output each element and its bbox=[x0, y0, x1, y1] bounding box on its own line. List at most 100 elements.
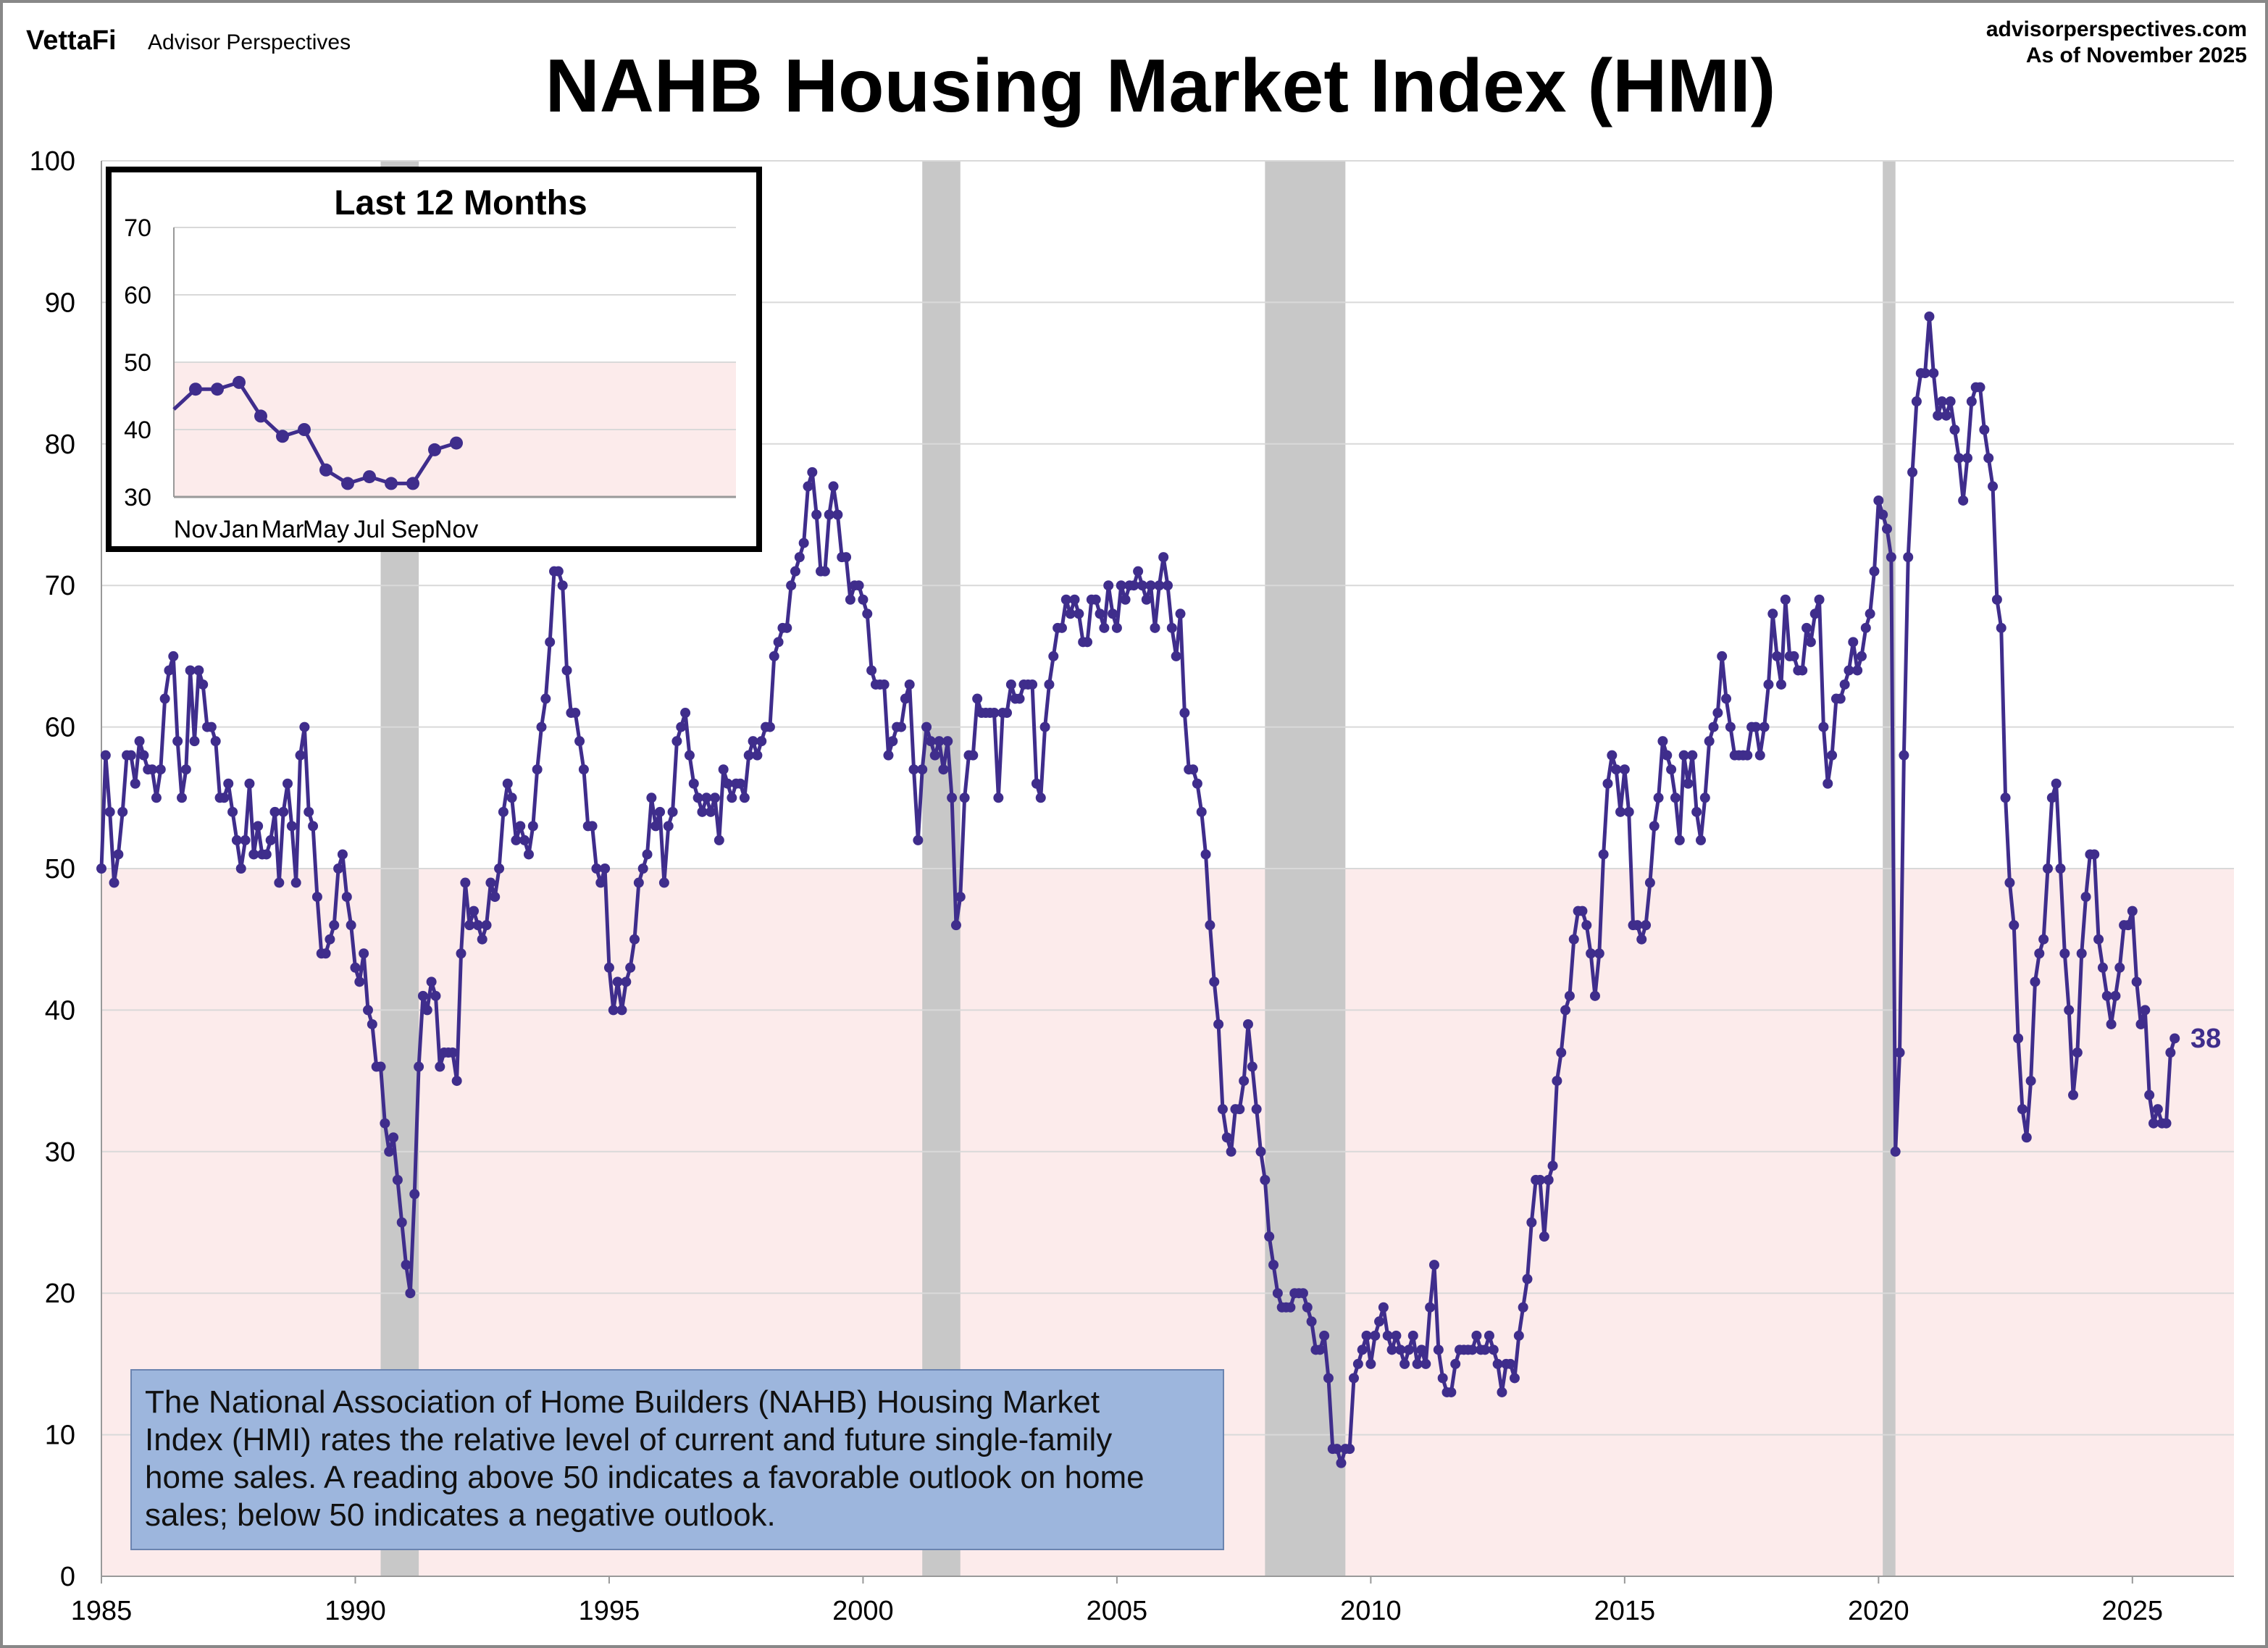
inset-x-tick-label: Jan bbox=[219, 516, 259, 543]
hmi-data-point bbox=[2038, 934, 2049, 945]
hmi-data-point bbox=[862, 608, 873, 619]
hmi-data-point bbox=[210, 736, 221, 747]
hmi-data-point bbox=[841, 552, 852, 563]
hmi-data-point bbox=[1742, 750, 1753, 761]
y-tick-label: 80 bbox=[45, 430, 75, 460]
hmi-data-point bbox=[409, 1189, 420, 1200]
hmi-data-point bbox=[1878, 509, 1888, 520]
hmi-data-point bbox=[1044, 679, 1055, 690]
hmi-data-point bbox=[968, 750, 979, 761]
hmi-data-point bbox=[511, 835, 522, 845]
hmi-data-point bbox=[375, 1061, 386, 1072]
hmi-data-point bbox=[2161, 1118, 2172, 1129]
y-tick-label: 40 bbox=[45, 995, 75, 1026]
hmi-data-point bbox=[2110, 990, 2121, 1001]
hmi-data-point bbox=[350, 962, 361, 973]
hmi-data-point bbox=[1120, 594, 1131, 605]
hmi-data-point bbox=[629, 934, 640, 945]
description-note: The National Association of Home Builder… bbox=[130, 1369, 1224, 1550]
hmi-data-point bbox=[748, 736, 758, 747]
hmi-data-point bbox=[1547, 1160, 1558, 1171]
hmi-data-point bbox=[658, 877, 669, 888]
inset-y-tick-label: 40 bbox=[124, 417, 151, 444]
hmi-data-point bbox=[1319, 1330, 1330, 1341]
hmi-data-point bbox=[1522, 1273, 1533, 1284]
y-tick-label: 10 bbox=[45, 1421, 75, 1451]
hmi-data-point bbox=[1145, 580, 1156, 591]
hmi-data-point bbox=[1200, 849, 1211, 860]
hmi-data-point bbox=[1264, 1231, 1275, 1242]
hmi-data-point bbox=[1657, 736, 1668, 747]
x-tick-label: 1995 bbox=[579, 1596, 640, 1626]
hmi-data-point bbox=[955, 892, 966, 903]
hmi-data-point bbox=[709, 792, 720, 803]
hmi-data-point bbox=[1581, 920, 1592, 931]
hmi-data-point bbox=[1615, 806, 1626, 817]
inset-data-point bbox=[341, 477, 354, 490]
hmi-data-point bbox=[1302, 1302, 1313, 1313]
x-tick-label: 2000 bbox=[832, 1596, 894, 1626]
hmi-data-point bbox=[1166, 622, 1177, 633]
hmi-data-point bbox=[1873, 495, 1884, 506]
hmi-data-point bbox=[1518, 1302, 1528, 1313]
hmi-data-point bbox=[1065, 608, 1076, 619]
hmi-data-point bbox=[414, 1061, 424, 1072]
note-line: The National Association of Home Builder… bbox=[145, 1384, 1100, 1420]
hmi-data-point bbox=[1589, 990, 1600, 1001]
hmi-data-point bbox=[1797, 665, 1808, 676]
hmi-data-point bbox=[773, 637, 784, 648]
hmi-data-point bbox=[2004, 877, 2015, 888]
x-tick-label: 2005 bbox=[1087, 1596, 1148, 1626]
hmi-data-point bbox=[1251, 1104, 1262, 1115]
hmi-data-point bbox=[1129, 580, 1139, 591]
hmi-data-point bbox=[227, 806, 238, 817]
hmi-data-point bbox=[853, 580, 864, 591]
hmi-data-point bbox=[536, 721, 547, 732]
hmi-data-point bbox=[1260, 1174, 1271, 1185]
y-tick-label: 50 bbox=[45, 854, 75, 884]
hmi-data-point bbox=[396, 1217, 407, 1228]
hmi-data-point bbox=[1412, 1358, 1423, 1369]
hmi-data-point bbox=[697, 806, 708, 817]
hmi-data-point bbox=[1039, 721, 1050, 732]
brand-name: Advisor Perspectives bbox=[148, 30, 351, 54]
y-tick-label: 70 bbox=[45, 571, 75, 601]
hmi-data-point bbox=[887, 736, 898, 747]
hmi-data-point bbox=[1370, 1330, 1381, 1341]
hmi-data-point bbox=[2021, 1132, 2032, 1143]
hmi-data-point bbox=[866, 665, 877, 676]
inset-x-tick-label: Nov bbox=[174, 516, 217, 543]
hmi-data-point bbox=[1632, 920, 1643, 931]
hmi-data-point bbox=[1552, 1076, 1562, 1087]
hmi-data-point bbox=[1568, 934, 1579, 945]
hmi-data-point bbox=[1484, 1330, 1494, 1341]
x-tick-label: 2010 bbox=[1340, 1596, 1402, 1626]
hmi-data-point bbox=[845, 594, 855, 605]
hmi-data-point bbox=[1814, 594, 1825, 605]
hmi-data-point bbox=[2101, 990, 2112, 1001]
hmi-data-point bbox=[1272, 1288, 1283, 1299]
y-tick-label: 100 bbox=[30, 146, 75, 177]
hmi-data-point bbox=[1467, 1344, 1478, 1355]
hmi-data-point bbox=[574, 736, 585, 747]
hmi-data-point bbox=[253, 821, 264, 832]
hmi-data-point bbox=[917, 764, 928, 775]
hmi-data-point bbox=[359, 948, 369, 959]
hmi-data-point bbox=[1653, 792, 1664, 803]
hmi-data-point bbox=[1492, 1358, 1503, 1369]
hmi-data-point bbox=[1014, 693, 1025, 704]
hmi-data-point bbox=[1399, 1358, 1410, 1369]
hmi-data-point bbox=[972, 693, 983, 704]
hmi-data-point bbox=[113, 849, 124, 860]
hmi-data-point bbox=[1636, 934, 1647, 945]
hmi-data-point bbox=[591, 863, 602, 874]
hmi-data-point bbox=[274, 877, 285, 888]
hmi-data-point bbox=[1780, 594, 1791, 605]
hmi-data-point bbox=[147, 764, 158, 775]
hmi-data-point bbox=[248, 849, 259, 860]
hmi-data-point bbox=[896, 721, 906, 732]
hmi-data-point bbox=[240, 835, 251, 845]
hmi-data-point bbox=[1809, 608, 1820, 619]
hmi-data-point bbox=[1577, 905, 1588, 916]
hmi-data-point bbox=[269, 806, 280, 817]
